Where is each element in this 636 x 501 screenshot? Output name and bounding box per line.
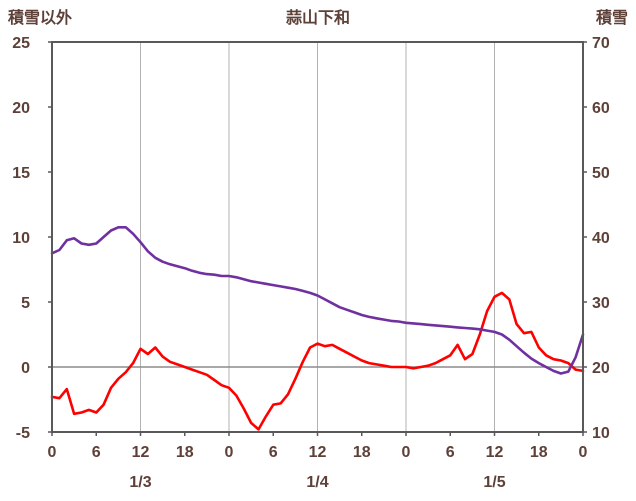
x-hour-tick-label: 0 [225,444,234,461]
x-hour-tick-label: 18 [176,444,194,461]
y-left-tick-label: 15 [12,165,30,182]
left-axis-title: 積雪以外 [7,8,72,27]
x-day-label: 1/4 [306,474,328,491]
x-hour-tick-label: 0 [402,444,411,461]
y-right-tick-label: 30 [592,295,610,312]
x-hour-tick-label: 18 [530,444,548,461]
right-axis-title: 積雪 [595,8,628,27]
x-hour-tick-label: 0 [48,444,57,461]
y-right-tick-label: 40 [592,230,610,247]
x-hour-tick-label: 6 [92,444,101,461]
snow-depth-series-line [50,226,585,375]
x-hour-tick-label: 12 [486,444,504,461]
y-left-tick-label: 0 [21,360,30,377]
y-right-tick-label: 70 [592,35,610,52]
x-hour-tick-label: 18 [353,444,371,461]
x-hour-tick-label: 6 [269,444,278,461]
y-left-tick-label: -5 [16,425,30,442]
chart-title: 蒜山下和 [286,8,350,27]
y-right-tick-label: 10 [592,425,610,442]
y-right-tick-label: 60 [592,100,610,117]
y-left-tick-label: 10 [12,230,30,247]
x-hour-tick-label: 6 [446,444,455,461]
y-left-tick-label: 5 [21,295,30,312]
x-hour-tick-label: 12 [132,444,150,461]
y-right-tick-label: 50 [592,165,610,182]
y-right-tick-label: 20 [592,360,610,377]
x-hour-tick-label: 0 [579,444,588,461]
temperature-series-line [50,291,585,431]
y-left-tick-label: 20 [12,100,30,117]
x-day-label: 1/3 [129,474,151,491]
x-hour-tick-label: 12 [309,444,327,461]
x-day-label: 1/5 [483,474,505,491]
y-left-tick-label: 25 [12,35,30,52]
